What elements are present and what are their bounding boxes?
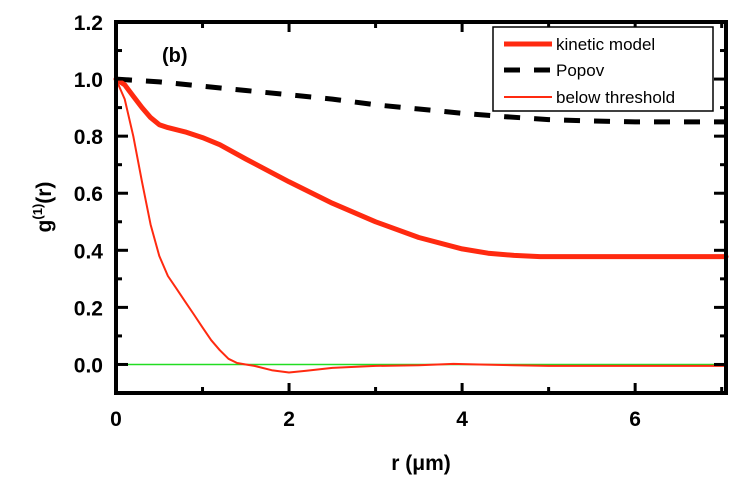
y-tick-label: 0.8 (74, 126, 104, 149)
y-tick-label: 0.6 (74, 183, 103, 206)
series-line-below-threshold (115, 78, 727, 374)
plot-frame (114, 20, 728, 395)
y-axis-title-main: g (33, 220, 56, 233)
legend: kinetic model Popov below threshold (492, 26, 714, 112)
y-axis-title-superscript: (1) (30, 204, 45, 220)
legend-label-kinetic-model: kinetic model (556, 35, 655, 54)
series-line-popov (115, 76, 726, 125)
series-line-kinetic-model (113, 76, 729, 260)
y-axis-title: g(1)(r) (30, 182, 56, 233)
x-tick-label: 6 (629, 408, 641, 431)
x-tick-label: 0 (110, 408, 122, 431)
y-tick-label: 1.2 (74, 12, 103, 35)
legend-label-popov: Popov (556, 61, 605, 80)
legend-label-below-threshold: below threshold (556, 88, 675, 107)
svg-text:g(1)(r): g(1)(r) (30, 182, 56, 233)
plot-area (113, 76, 729, 374)
x-tick-label: 2 (283, 408, 295, 431)
y-axis-title-suffix: (r) (33, 182, 56, 204)
y-tick-label: 1.0 (74, 69, 103, 92)
y-tick-label: 0.4 (74, 240, 104, 263)
axis-tick-labels: 0 2 4 6 0.0 0.2 0.4 0.6 0.8 1.0 1.2 (74, 12, 641, 431)
y-tick-label: 0.2 (74, 297, 103, 320)
x-axis-title: r (μm) (391, 452, 451, 475)
x-tick-label: 4 (456, 408, 468, 431)
y-tick-label: 0.0 (74, 354, 103, 377)
panel-label: (b) (162, 45, 188, 67)
